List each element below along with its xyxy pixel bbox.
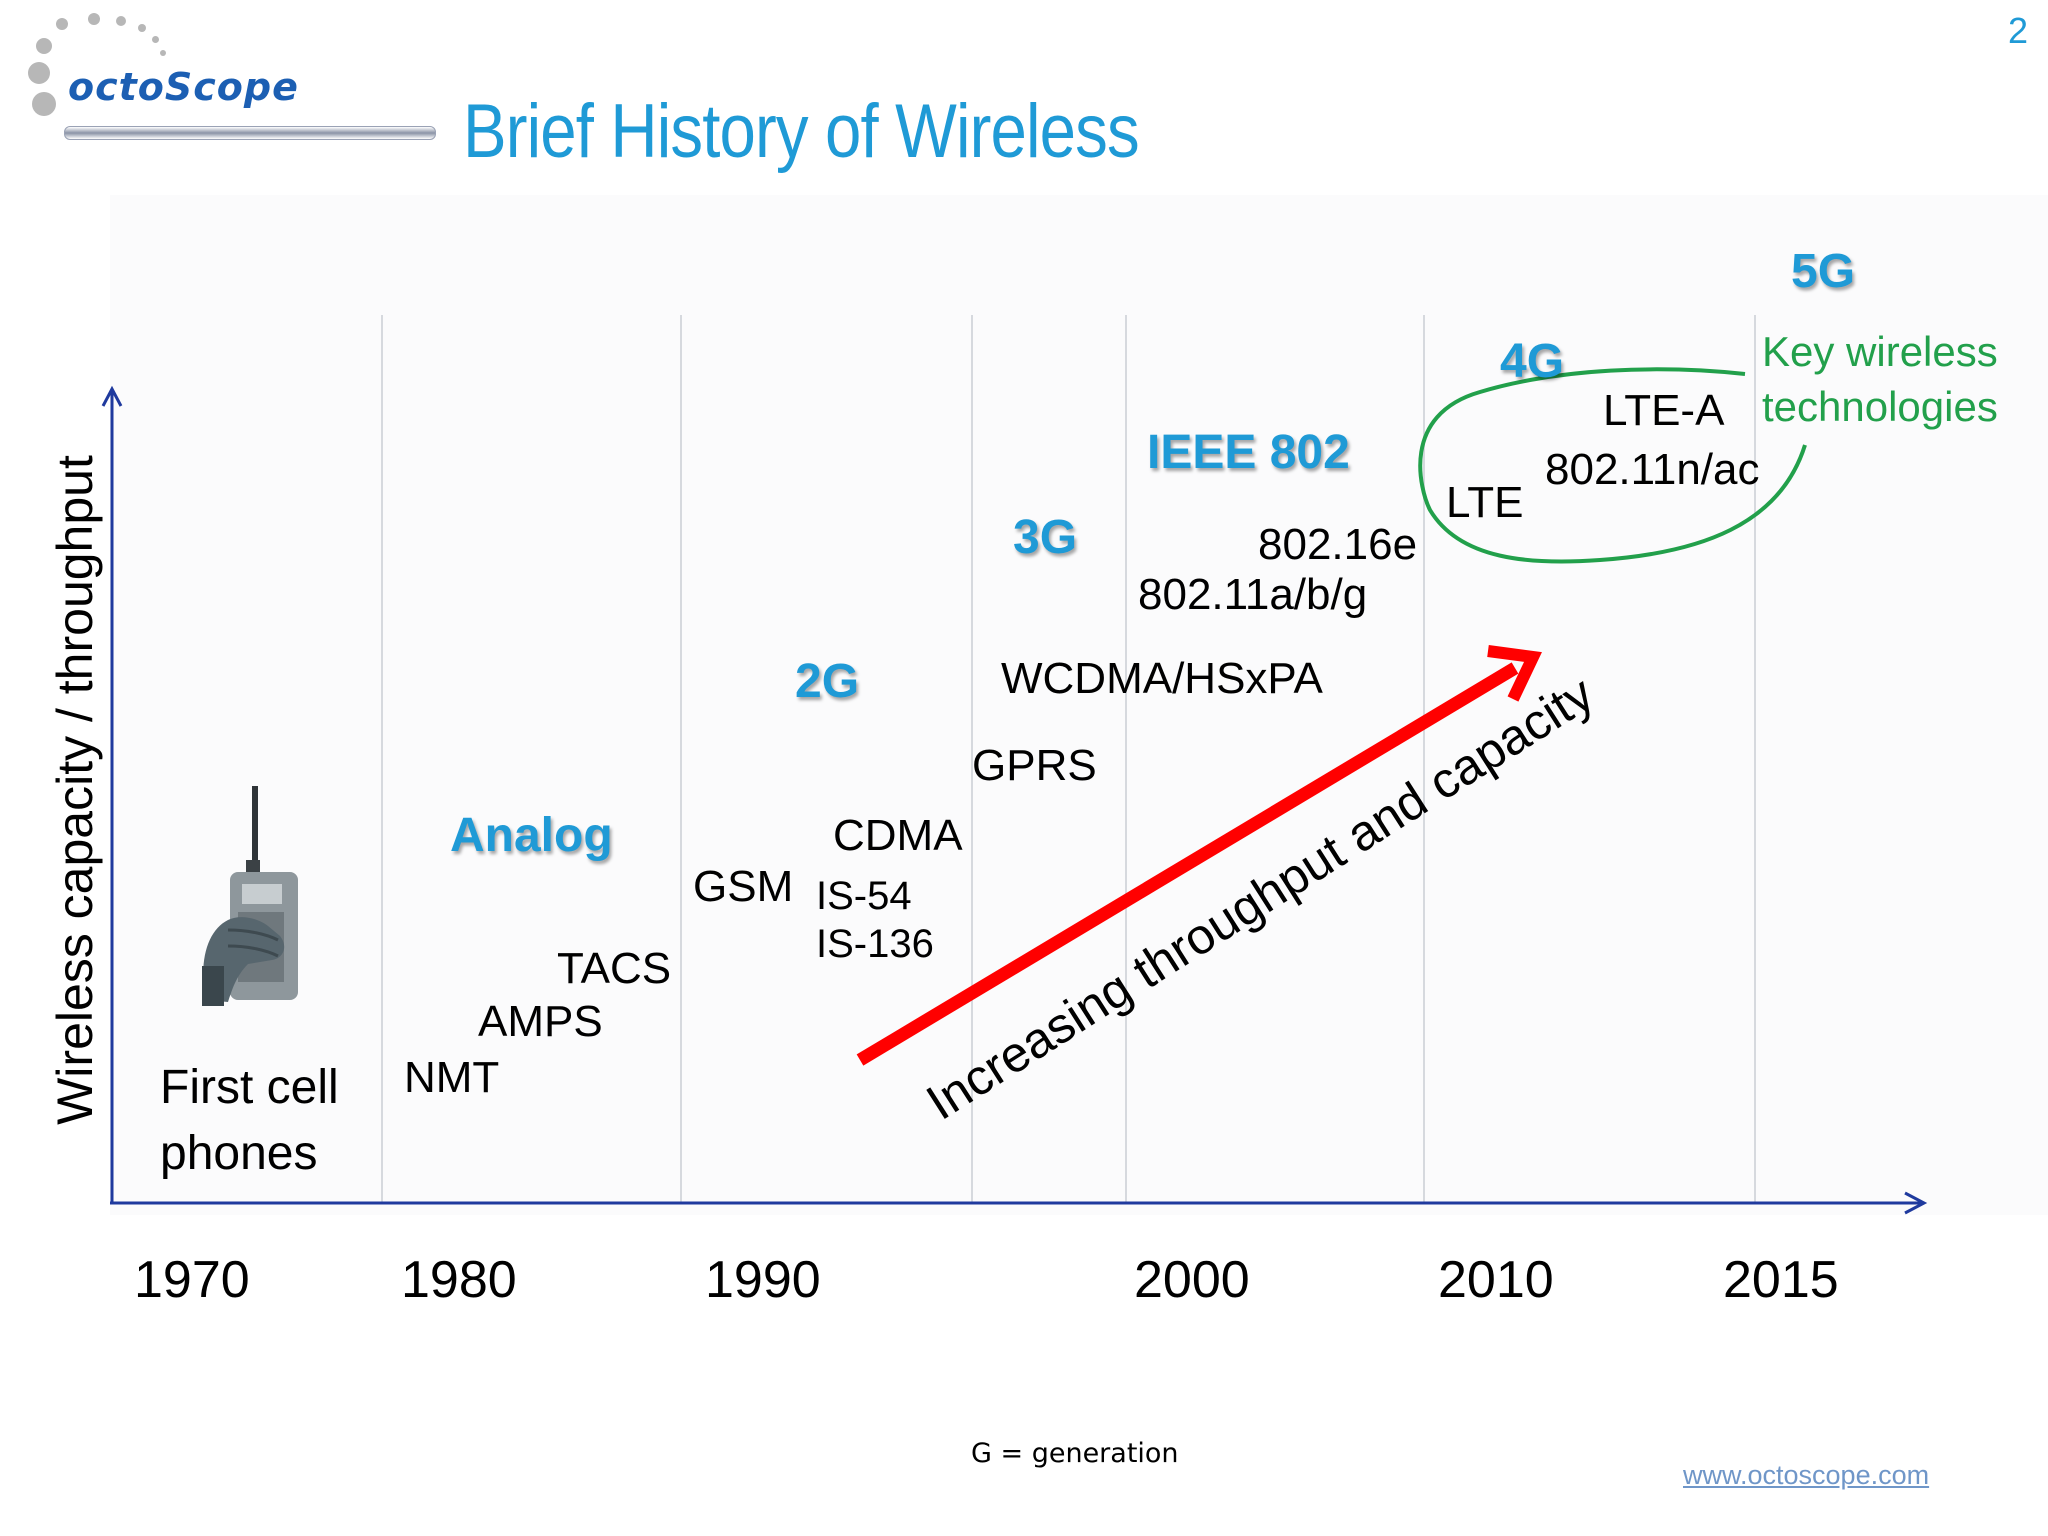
tech-label-cdma: CDMA <box>833 811 963 860</box>
tech-label-802-11nac: 802.11n/ac <box>1545 445 1760 494</box>
year-label: 2015 <box>1723 1251 1839 1309</box>
brick-cell-phone-icon <box>202 786 298 1006</box>
generation-label-4g: 4G <box>1500 335 1565 388</box>
era-divider <box>1423 315 1425 1203</box>
generation-footnote: G = generation <box>971 1438 1179 1469</box>
y-axis <box>101 385 123 1203</box>
slide-title: Brief History of Wireless <box>463 89 1140 174</box>
x-axis <box>110 1191 1928 1215</box>
era-divider <box>680 315 682 1203</box>
generation-label-3g: 3G <box>1013 511 1078 564</box>
era-divider <box>1125 315 1127 1203</box>
era-divider <box>1754 315 1756 1203</box>
tech-label-is-136: IS-136 <box>816 922 934 966</box>
tech-label-gsm: GSM <box>693 862 794 911</box>
trend-arrow <box>856 645 1542 1066</box>
tech-label-tacs: TACS <box>557 944 672 993</box>
tech-label-nmt: NMT <box>404 1053 500 1102</box>
y-axis-label: Wireless capacity / throughput <box>47 455 103 1125</box>
generation-label-ieee-802: IEEE 802 <box>1147 426 1350 479</box>
year-label: 2010 <box>1438 1251 1554 1309</box>
tech-label-lte: LTE <box>1446 478 1524 527</box>
era-divider <box>971 315 973 1203</box>
octoscope-logo-icon: octoScope <box>28 10 448 150</box>
year-label: 1990 <box>705 1251 821 1309</box>
first-cell-phones-label: First cell phones <box>160 1061 339 1181</box>
generation-label-analog: Analog <box>450 809 613 862</box>
key-technologies-note: Key wireless technologies <box>1762 324 2032 434</box>
logo-underline-bar <box>64 126 436 140</box>
page-number: 2 <box>2007 10 2028 51</box>
year-label: 2000 <box>1134 1251 1250 1309</box>
website-link[interactable]: www.octoscope.com <box>1683 1460 1930 1490</box>
tech-label-gprs: GPRS <box>972 741 1097 790</box>
plot-background <box>110 195 2048 1215</box>
generation-label-2g: 2G <box>795 655 860 708</box>
era-divider <box>381 315 383 1203</box>
key-tech-ellipse <box>1418 367 1807 564</box>
logo-wordmark: octoScope <box>68 65 299 109</box>
tech-label-802-16e: 802.16e <box>1258 520 1418 569</box>
tech-label-lte-a: LTE-A <box>1603 386 1725 435</box>
year-label: 1970 <box>134 1251 250 1309</box>
generation-label-5g: 5G <box>1791 245 1856 298</box>
year-label: 1980 <box>401 1251 517 1309</box>
key-technologies-text: Key wireless technologies <box>1762 328 1998 431</box>
tech-label-amps: AMPS <box>478 997 603 1046</box>
tech-label-802-11abg: 802.11a/b/g <box>1138 570 1368 619</box>
tech-label-is-54: IS-54 <box>816 874 912 918</box>
tech-label-wcdma-hsxpa: WCDMA/HSxPA <box>1001 654 1323 703</box>
